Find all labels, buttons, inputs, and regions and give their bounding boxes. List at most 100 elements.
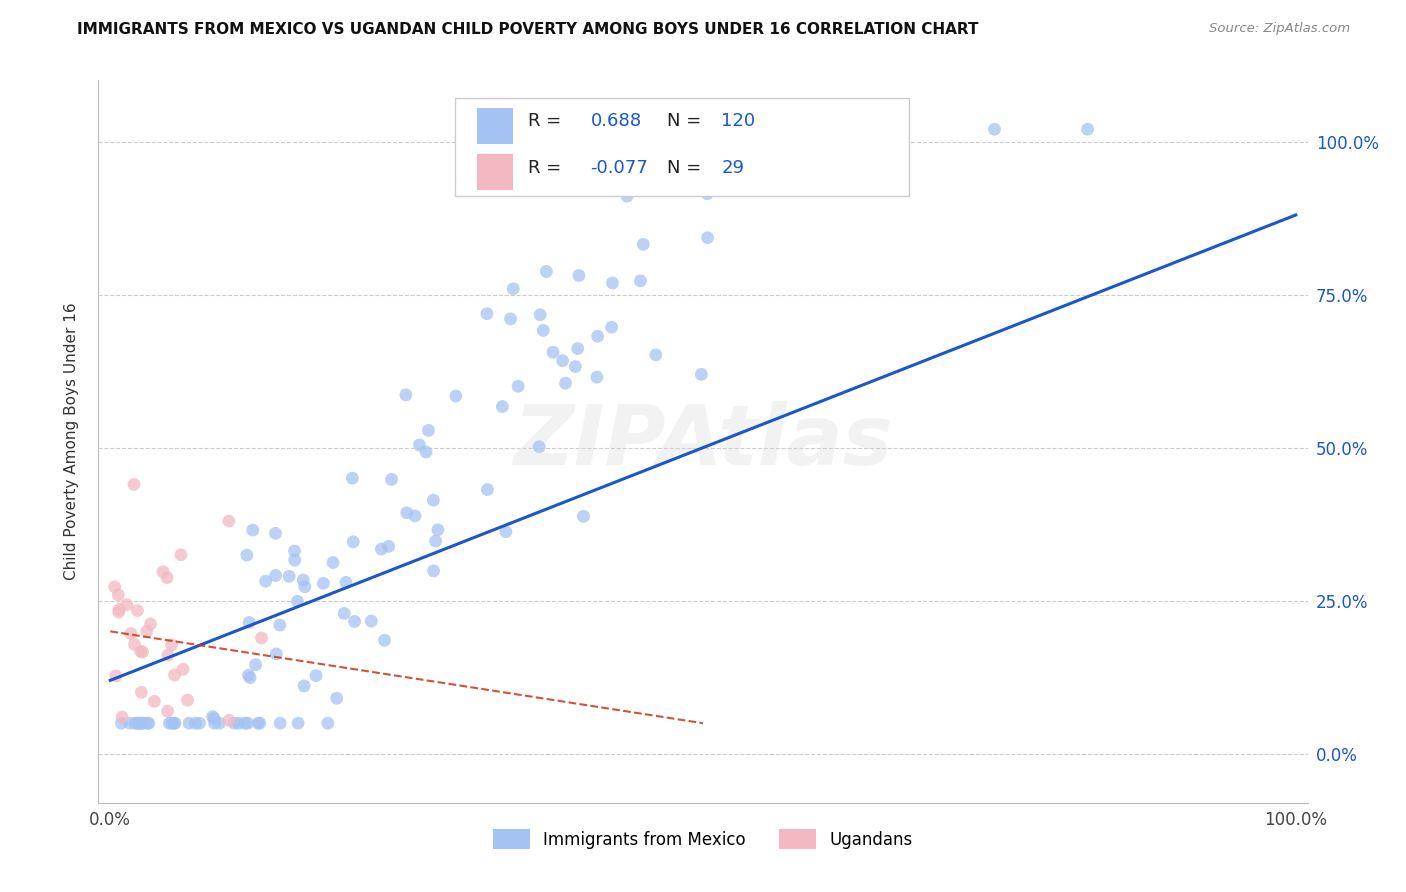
Point (236, 548, 259, 562)
Point (377, 539, 399, 553)
Point (131, 716, 153, 731)
Point (536, 264, 558, 278)
Point (110, 716, 132, 731)
FancyBboxPatch shape (477, 108, 513, 145)
Point (184, 716, 207, 731)
Text: 29: 29 (721, 159, 744, 178)
Point (586, 370, 609, 384)
Point (249, 716, 271, 731)
Point (541, 345, 564, 359)
Point (127, 604, 149, 618)
Point (160, 716, 183, 731)
Point (600, 320, 623, 334)
Point (152, 565, 174, 579)
Point (415, 445, 437, 459)
Point (118, 716, 141, 731)
Point (124, 637, 146, 651)
Point (370, 541, 392, 556)
Point (247, 716, 270, 731)
Point (343, 615, 366, 629)
Point (131, 685, 153, 699)
Text: 120: 120 (721, 112, 755, 130)
Point (491, 400, 513, 414)
Point (395, 506, 418, 520)
Legend: Immigrants from Mexico, Ugandans: Immigrants from Mexico, Ugandans (486, 822, 920, 856)
Point (188, 716, 211, 731)
Point (333, 607, 356, 621)
Point (404, 508, 426, 523)
Point (1077, 122, 1099, 136)
Point (228, 716, 250, 731)
Point (128, 716, 150, 731)
Point (292, 573, 315, 587)
Point (233, 716, 256, 731)
Point (495, 524, 517, 539)
Point (675, 127, 697, 141)
Point (264, 526, 287, 541)
Point (136, 716, 159, 731)
Text: R =: R = (527, 159, 567, 178)
Y-axis label: Child Poverty Among Boys Under 16: Child Poverty Among Boys Under 16 (65, 302, 79, 581)
Point (475, 307, 498, 321)
Point (160, 638, 183, 652)
Point (568, 268, 591, 283)
Point (131, 716, 153, 731)
Point (127, 716, 149, 731)
Point (648, 180, 671, 194)
Point (673, 122, 696, 136)
Point (108, 602, 131, 616)
Point (477, 483, 499, 497)
Point (143, 694, 166, 708)
Point (616, 189, 638, 203)
Point (793, 122, 815, 136)
Point (531, 323, 554, 337)
Text: N =: N = (666, 159, 707, 178)
Point (602, 276, 624, 290)
Point (360, 614, 382, 628)
Point (122, 477, 145, 491)
Point (156, 648, 179, 662)
Point (218, 514, 240, 528)
Point (107, 588, 129, 602)
Point (425, 534, 447, 549)
Point (696, 186, 718, 201)
Text: 0.688: 0.688 (591, 112, 641, 130)
Point (163, 716, 186, 731)
Point (104, 669, 127, 683)
Point (156, 704, 179, 718)
Point (700, 122, 723, 136)
Point (163, 668, 186, 682)
Point (254, 574, 277, 589)
Point (238, 615, 260, 630)
Point (747, 122, 769, 136)
Point (322, 556, 344, 570)
Point (789, 122, 811, 136)
Point (294, 580, 316, 594)
Point (264, 647, 287, 661)
Point (395, 388, 418, 402)
Point (690, 368, 713, 382)
Point (305, 668, 328, 682)
Point (744, 122, 766, 136)
Point (284, 544, 307, 558)
Point (508, 379, 530, 393)
Point (269, 618, 291, 632)
Point (554, 376, 576, 391)
Point (751, 177, 773, 191)
Point (695, 122, 717, 136)
Point (245, 657, 267, 672)
Point (284, 553, 307, 567)
Point (408, 438, 430, 452)
Text: -0.077: -0.077 (591, 159, 648, 178)
Point (170, 548, 193, 562)
Point (325, 691, 347, 706)
Point (135, 624, 157, 639)
Point (380, 472, 402, 486)
Point (201, 709, 224, 723)
Point (238, 668, 260, 682)
Point (204, 716, 226, 731)
Point (335, 575, 357, 590)
Point (224, 716, 246, 731)
Point (120, 626, 142, 640)
Point (444, 389, 467, 403)
